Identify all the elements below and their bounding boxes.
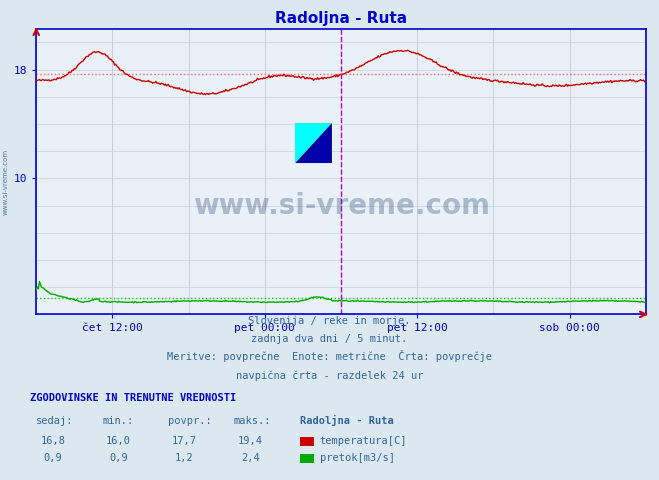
Bar — [295, 123, 332, 163]
Text: povpr.:: povpr.: — [168, 416, 212, 426]
Polygon shape — [295, 123, 332, 163]
Text: maks.:: maks.: — [234, 416, 272, 426]
Text: 19,4: 19,4 — [238, 436, 263, 446]
Text: Radoljna - Ruta: Radoljna - Ruta — [300, 415, 393, 426]
Text: pretok[m3/s]: pretok[m3/s] — [320, 453, 395, 463]
Text: min.:: min.: — [102, 416, 133, 426]
Text: www.si-vreme.com: www.si-vreme.com — [2, 149, 9, 216]
Text: 2,4: 2,4 — [241, 453, 260, 463]
Text: Slovenija / reke in morje.: Slovenija / reke in morje. — [248, 316, 411, 326]
Title: Radoljna - Ruta: Radoljna - Ruta — [275, 11, 407, 26]
Text: 0,9: 0,9 — [109, 453, 128, 463]
Text: ZGODOVINSKE IN TRENUTNE VREDNOSTI: ZGODOVINSKE IN TRENUTNE VREDNOSTI — [30, 393, 236, 403]
Text: sedaj:: sedaj: — [36, 416, 74, 426]
Text: temperatura[C]: temperatura[C] — [320, 436, 407, 446]
Text: 16,8: 16,8 — [40, 436, 65, 446]
Text: 16,0: 16,0 — [106, 436, 131, 446]
Text: navpična črta - razdelek 24 ur: navpična črta - razdelek 24 ur — [236, 370, 423, 381]
Text: 1,2: 1,2 — [175, 453, 194, 463]
Polygon shape — [295, 123, 332, 163]
Text: 0,9: 0,9 — [43, 453, 62, 463]
Text: www.si-vreme.com: www.si-vreme.com — [192, 192, 490, 220]
Text: Meritve: povprečne  Enote: metrične  Črta: povprečje: Meritve: povprečne Enote: metrične Črta:… — [167, 350, 492, 362]
Text: zadnja dva dni / 5 minut.: zadnja dva dni / 5 minut. — [251, 334, 408, 344]
Text: 17,7: 17,7 — [172, 436, 197, 446]
